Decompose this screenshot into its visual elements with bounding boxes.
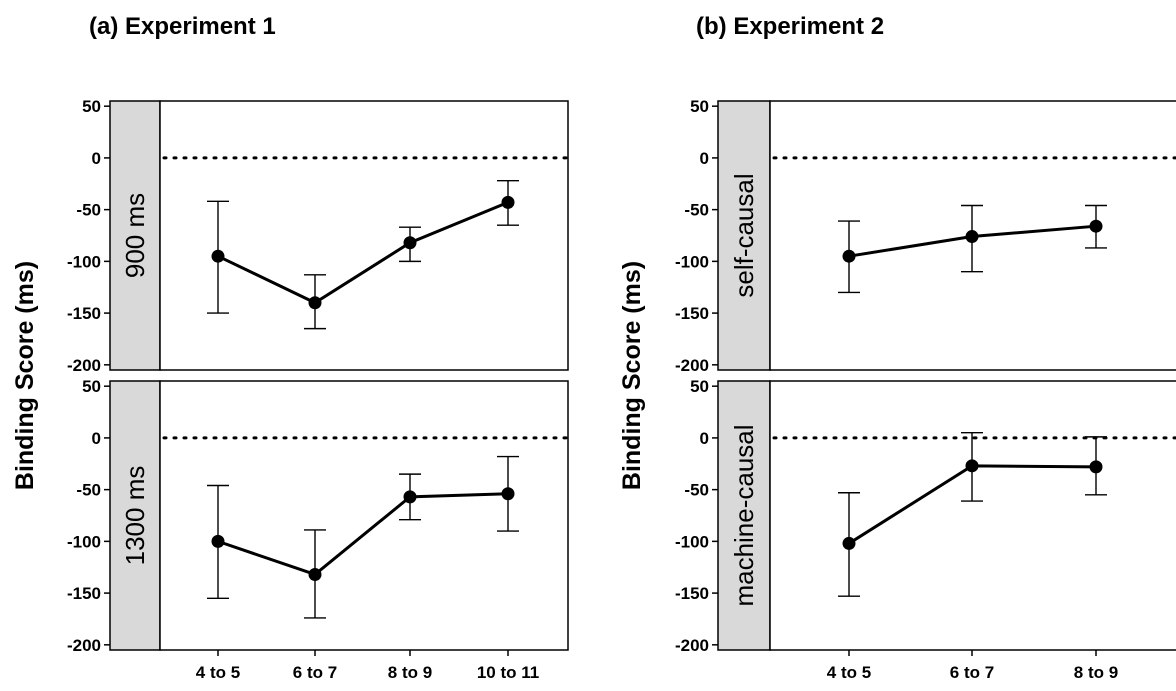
y-tick-label: -50: [76, 481, 101, 500]
chart-1: (a) Experiment 1 Binding Score (ms) 900 ms…: [11, 13, 570, 682]
data-point: [965, 230, 979, 244]
data-point: [501, 195, 515, 209]
y-tick-label: -200: [675, 636, 709, 655]
data-point: [308, 567, 322, 581]
y-tick-label: -200: [675, 356, 709, 375]
data-point: [308, 296, 322, 310]
x-tick-label: 8 to 9: [1074, 663, 1118, 682]
y-tick-label: -50: [684, 481, 709, 500]
y-tick-label: 0: [92, 429, 101, 448]
data-point: [1089, 219, 1103, 233]
x-tick-label: 6 to 7: [293, 663, 337, 682]
y-tick-label: -100: [675, 532, 709, 551]
facet-1: 900 ms 50 0 -50 -100 -150 -200: [67, 97, 570, 375]
facet-strip: [109, 380, 161, 651]
facet-strip-label: 900 ms: [120, 193, 150, 278]
data-point: [842, 249, 856, 263]
data-point: [965, 459, 979, 473]
y-tick-label: -150: [675, 584, 709, 603]
y-tick-label: -200: [67, 636, 101, 655]
y-tick-label: -150: [67, 584, 101, 603]
series-line: [217, 492, 509, 577]
facet-strip: [717, 380, 771, 651]
chart-title: (b) Experiment 2: [696, 13, 884, 40]
y-tick-label: -100: [67, 532, 101, 551]
y-tick-label: -150: [675, 304, 709, 323]
data-point: [842, 536, 856, 550]
y-tick-label: 50: [82, 377, 101, 396]
plot-panel: [769, 380, 1176, 651]
facet-strip-label: 1300 ms: [120, 466, 150, 566]
plot-panel: [159, 380, 569, 651]
y-axis-label: Binding Score (ms): [11, 261, 39, 490]
y-tick-label: -200: [67, 356, 101, 375]
x-tick-label: 8 to 9: [388, 663, 432, 682]
facet-1: self-causal 50 0 -50 -100 -150 -200: [675, 97, 1176, 375]
data-point: [211, 534, 225, 548]
facet-strip: [109, 100, 161, 371]
y-tick-label: 50: [690, 97, 709, 116]
y-tick-label: 0: [92, 149, 101, 168]
data-point: [501, 487, 515, 501]
y-tick-label: 50: [690, 377, 709, 396]
y-axis-label: Binding Score (ms): [618, 261, 646, 490]
data-point: [1089, 460, 1103, 474]
x-tick-label: 10 to 11: [477, 663, 539, 682]
facet-2: machine-causal 50 0 -50 -100 -150 -200 4 to 5 6 …: [675, 377, 1176, 682]
x-tick-label: 6 to 7: [950, 663, 994, 682]
plot-panel: [159, 100, 569, 371]
facet-strip-label: self-causal: [729, 173, 759, 297]
y-tick-label: 50: [82, 97, 101, 116]
series-line: [217, 201, 509, 305]
y-tick-label: -150: [67, 304, 101, 323]
facet-strip: [717, 100, 771, 371]
chart-title: (a) Experiment 1: [89, 13, 276, 40]
y-tick-label: -100: [675, 252, 709, 271]
facet-2: 1300 ms 50 0 -50 -100 -150 -200 4 to 5 6 to 7 8 t…: [67, 377, 570, 682]
data-point: [403, 236, 417, 250]
facet-strip-label: machine-causal: [729, 424, 759, 606]
y-tick-label: 0: [700, 149, 709, 168]
y-tick-label: -50: [76, 201, 101, 220]
x-tick-label: 4 to 5: [827, 663, 871, 682]
y-tick-label: 0: [700, 429, 709, 448]
x-tick-label: 4 to 5: [196, 663, 240, 682]
chart-2: (b) Experiment 2 Binding Score (ms) self-c…: [618, 13, 1176, 682]
y-tick-label: -100: [67, 252, 101, 271]
y-tick-label: -50: [684, 201, 709, 220]
data-point: [211, 249, 225, 263]
data-point: [403, 490, 417, 504]
